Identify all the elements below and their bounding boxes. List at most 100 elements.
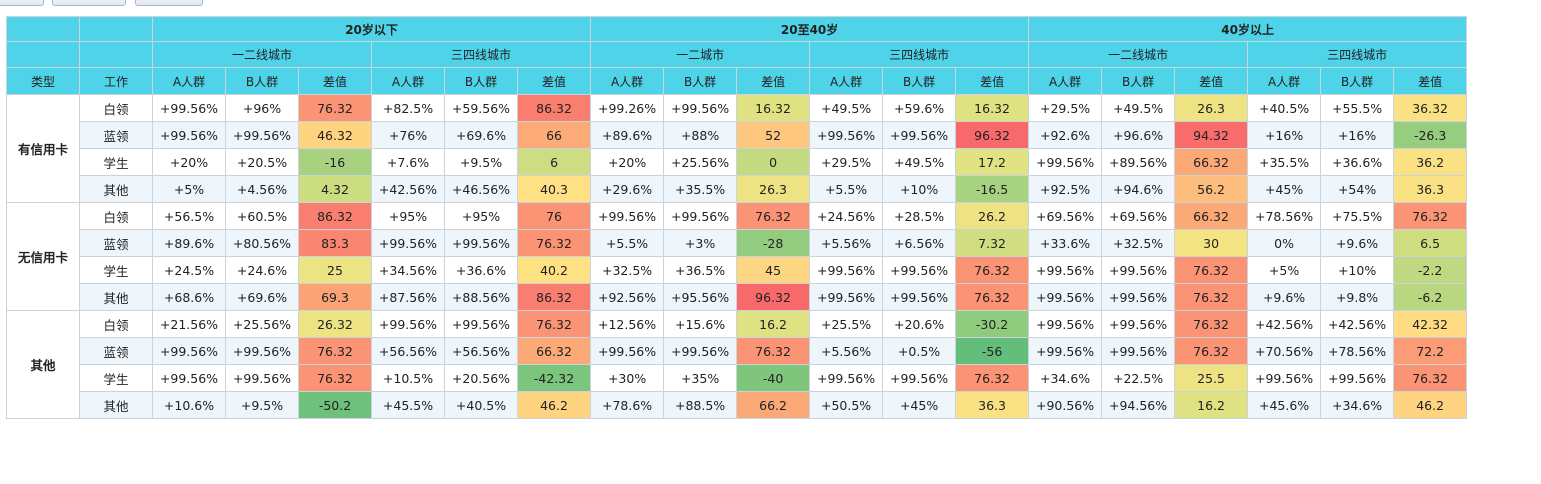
diff-cell: 76.32 xyxy=(1393,202,1468,230)
percent-cell: +20.5% xyxy=(225,148,299,176)
diff-cell: 17.2 xyxy=(955,148,1030,176)
diff-cell: 4.32 xyxy=(298,175,372,203)
diff-column-header: 差值 xyxy=(736,67,811,95)
diff-cell: 76.32 xyxy=(955,364,1030,392)
diff-cell: 76.32 xyxy=(516,310,592,338)
percent-cell: +99.56% xyxy=(1028,310,1103,338)
percent-cell: +99.56% xyxy=(1028,256,1103,284)
percent-cell: +99.56% xyxy=(152,364,226,392)
table-row: 蓝领 +99.56% +99.56% 76.32 +56.56% +56.56% 66.32… xyxy=(7,337,1468,365)
percent-cell: +5.5% xyxy=(590,229,665,257)
percent-cell: +88.5% xyxy=(663,391,738,419)
header-blank-1 xyxy=(6,16,80,42)
percent-cell: +20% xyxy=(590,148,665,176)
percent-cell: +99.56% xyxy=(152,337,226,365)
table-row: 有信用卡 白领 +99.56% +96% 76.32 +82.5% +59.56% 86.32… xyxy=(6,94,1468,203)
percent-cell: +5.5% xyxy=(809,175,884,203)
percent-cell: +95% xyxy=(444,202,518,230)
type-column-header: 类型 xyxy=(6,67,80,95)
percent-cell: +34.56% xyxy=(371,256,445,284)
percent-cell: +99.56% xyxy=(225,337,299,365)
table-row: 学生 +99.56% +99.56% 76.32 +10.5% +20.56% -42.32… xyxy=(7,364,1468,392)
toolbar-button-1[interactable] xyxy=(0,0,44,6)
metric-column-header: A人群 xyxy=(809,67,884,95)
diff-cell: 83.3 xyxy=(298,229,372,257)
diff-cell: 76.32 xyxy=(516,229,592,257)
percent-cell: +29.5% xyxy=(1028,94,1103,122)
diff-cell: 76.32 xyxy=(1393,364,1468,392)
percent-cell: +20.56% xyxy=(444,364,518,392)
percent-cell: +99.56% xyxy=(882,364,957,392)
job-label: 其他 xyxy=(79,283,153,311)
metric-column-header: B人群 xyxy=(1320,67,1395,95)
age-group-header: 40岁以上 xyxy=(1028,16,1468,42)
table-row: 其他 +68.6% +69.6% 69.3 +87.56% +88.56% 86.32 +92… xyxy=(7,283,1468,311)
diff-cell: 45 xyxy=(736,256,811,284)
diff-cell: 76.32 xyxy=(1174,283,1249,311)
percent-cell: +36.6% xyxy=(444,256,518,284)
diff-cell: -56 xyxy=(955,337,1030,365)
percent-cell: +90.56% xyxy=(1028,391,1103,419)
diff-cell: 46.2 xyxy=(1393,391,1468,419)
diff-cell: 86.32 xyxy=(516,94,592,122)
percent-cell: +99.56% xyxy=(152,121,226,149)
age-group-header: 20至40岁 xyxy=(590,16,1030,42)
metric-column-header: A人群 xyxy=(1247,67,1322,95)
diff-cell: 36.3 xyxy=(1393,175,1468,203)
percent-cell: +99.56% xyxy=(225,121,299,149)
percent-cell: +99.56% xyxy=(1028,337,1103,365)
percent-cell: +33.6% xyxy=(1028,229,1103,257)
diff-cell: 96.32 xyxy=(955,121,1030,149)
percent-cell: +36.6% xyxy=(1320,148,1395,176)
diff-cell: 76.32 xyxy=(1174,310,1249,338)
percent-cell: +88.56% xyxy=(444,283,518,311)
diff-column-header: 差值 xyxy=(298,67,372,95)
diff-cell: -2.2 xyxy=(1393,256,1468,284)
table-row: 其他 +10.6% +9.5% -50.2 +45.5% +40.5% 46.2 +78.6%… xyxy=(7,391,1468,419)
row-group-label: 其他 xyxy=(6,310,80,419)
percent-cell: +99.56% xyxy=(444,229,518,257)
percent-cell: +32.5% xyxy=(1101,229,1176,257)
diff-cell: 76.32 xyxy=(736,337,811,365)
diff-column-header: 差值 xyxy=(1174,67,1249,95)
percent-cell: +99.56% xyxy=(663,94,738,122)
job-label: 白领 xyxy=(79,310,153,338)
percent-cell: +34.6% xyxy=(1028,364,1103,392)
percent-cell: +99.56% xyxy=(152,94,226,122)
job-label: 蓝领 xyxy=(79,229,153,257)
toolbar-button-2[interactable] xyxy=(52,0,126,6)
percent-cell: +35% xyxy=(663,364,738,392)
percent-cell: +3% xyxy=(663,229,738,257)
diff-cell: 16.32 xyxy=(955,94,1030,122)
percent-cell: +78.6% xyxy=(590,391,665,419)
job-label: 学生 xyxy=(79,148,153,176)
percent-cell: +82.5% xyxy=(371,94,445,122)
percent-cell: +99.56% xyxy=(882,283,957,311)
percent-cell: +16% xyxy=(1320,121,1395,149)
diff-cell: 6.5 xyxy=(1393,229,1468,257)
diff-cell: 66.32 xyxy=(1174,202,1249,230)
percent-cell: +15.6% xyxy=(663,310,738,338)
diff-cell: -40 xyxy=(736,364,811,392)
percent-cell: +7.6% xyxy=(371,148,445,176)
percent-cell: +99.56% xyxy=(809,364,884,392)
diff-cell: 25 xyxy=(298,256,372,284)
percent-cell: +99.56% xyxy=(371,229,445,257)
percent-cell: +99.56% xyxy=(809,283,884,311)
diff-cell: 40.3 xyxy=(516,175,592,203)
percent-cell: +40.5% xyxy=(444,391,518,419)
percent-cell: +99.56% xyxy=(882,256,957,284)
percent-cell: +69.56% xyxy=(1028,202,1103,230)
percent-cell: +99.56% xyxy=(1101,310,1176,338)
toolbar-button-3[interactable] xyxy=(135,0,203,6)
diff-cell: 72.2 xyxy=(1393,337,1468,365)
percent-cell: +89.6% xyxy=(590,121,665,149)
job-label: 学生 xyxy=(79,364,153,392)
percent-cell: +25.56% xyxy=(663,148,738,176)
percent-cell: +80.56% xyxy=(225,229,299,257)
percent-cell: +92.6% xyxy=(1028,121,1103,149)
percent-cell: +99.56% xyxy=(590,202,665,230)
percent-cell: +99.26% xyxy=(590,94,665,122)
percent-cell: +78.56% xyxy=(1320,337,1395,365)
percent-cell: +99.56% xyxy=(1101,256,1176,284)
